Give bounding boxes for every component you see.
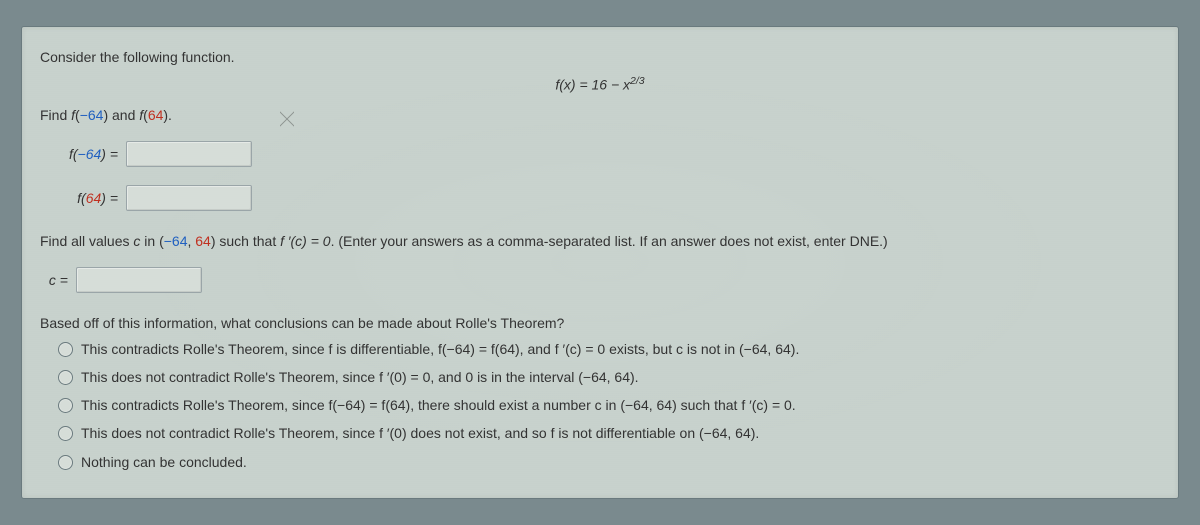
f-neg64-row: f(−64) = (40, 141, 1160, 167)
f-64-num: 64 (86, 190, 102, 206)
f-neg64-label: f(−64) = (40, 146, 118, 162)
f-64-pre: f( (77, 190, 86, 206)
function-definition: f(x) = 16 − x2/3 (40, 75, 1160, 93)
option-1-text: This contradicts Rolle's Theorem, since … (81, 339, 799, 359)
find-c-tail: . (Enter your answers as a comma-separat… (331, 233, 888, 249)
option-3[interactable]: This contradicts Rolle's Theorem, since … (58, 395, 1160, 415)
find-c-mid1: in ( (140, 233, 163, 249)
equation-exponent: 2/3 (630, 75, 645, 87)
radio-icon[interactable] (58, 342, 73, 357)
intro-text: Consider the following function. (40, 49, 1160, 65)
find-values-line: Find f(−64) and f(64). (40, 107, 1160, 123)
find-c-neg64: −64 (164, 233, 188, 249)
find-c-mid2: ) such that (211, 233, 280, 249)
c-input[interactable] (76, 267, 202, 293)
find-prefix: Find (40, 107, 71, 123)
option-5[interactable]: Nothing can be concluded. (58, 452, 1160, 472)
question-card: Consider the following function. f(x) = … (21, 26, 1179, 499)
option-2-text: This does not contradict Rolle's Theorem… (81, 367, 639, 387)
radio-icon[interactable] (58, 370, 73, 385)
f-64-label: f(64) = (40, 190, 118, 206)
option-2[interactable]: This does not contradict Rolle's Theorem… (58, 367, 1160, 387)
c-row: c = (40, 267, 1160, 293)
find-and: and (108, 107, 139, 123)
option-1[interactable]: This contradicts Rolle's Theorem, since … (58, 339, 1160, 359)
option-3-text: This contradicts Rolle's Theorem, since … (81, 395, 796, 415)
c-label: c = (40, 272, 68, 288)
equation-rhs: 16 − x (592, 77, 631, 93)
radio-icon[interactable] (58, 398, 73, 413)
option-5-text: Nothing can be concluded. (81, 452, 247, 472)
equation-lhs: f(x) = (555, 77, 591, 93)
find-c-fpc: f ′(c) = 0 (280, 233, 330, 249)
conclusion-question: Based off of this information, what conc… (40, 315, 1160, 331)
options-group: This contradicts Rolle's Theorem, since … (58, 339, 1160, 472)
f-neg64-pre: f( (69, 146, 78, 162)
f-neg64-post: ) = (101, 146, 118, 162)
f-64-row: f(64) = (40, 185, 1160, 211)
find-c-prefix: Find all values (40, 233, 133, 249)
radio-icon[interactable] (58, 426, 73, 441)
find-c-pos64: 64 (195, 233, 211, 249)
find-fa-val: −64 (80, 107, 104, 123)
f-neg64-input[interactable] (126, 141, 252, 167)
f-64-post: ) = (101, 190, 118, 206)
f-64-input[interactable] (126, 185, 252, 211)
radio-icon[interactable] (58, 455, 73, 470)
option-4[interactable]: This does not contradict Rolle's Theorem… (58, 423, 1160, 443)
find-c-line: Find all values c in (−64, 64) such that… (40, 233, 1160, 249)
find-fb-val: 64 (148, 107, 164, 123)
option-4-text: This does not contradict Rolle's Theorem… (81, 423, 759, 443)
find-fb-close: ). (163, 107, 172, 123)
f-neg64-num: −64 (78, 146, 102, 162)
